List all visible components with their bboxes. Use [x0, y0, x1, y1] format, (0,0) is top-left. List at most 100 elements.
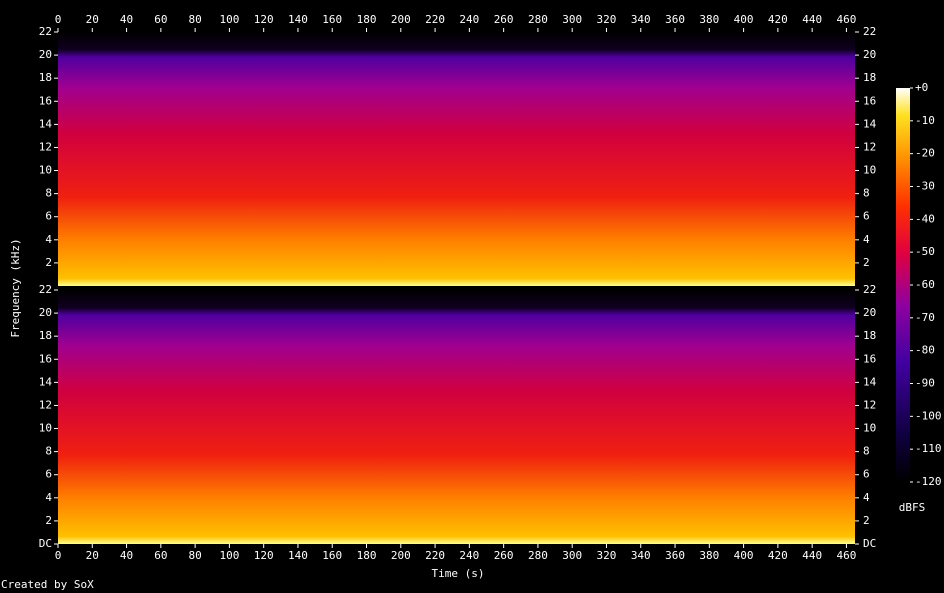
- x-tick-label-bottom: 60: [154, 549, 167, 562]
- y-tick-label-right: 8: [863, 187, 870, 200]
- y-tick-label-right: 2: [863, 256, 870, 269]
- x-tick-label-top: 140: [288, 13, 308, 26]
- x-tick-label-top: 380: [699, 13, 719, 26]
- y-tick-label-right: 12: [863, 140, 876, 153]
- x-tick-label-bottom: 20: [86, 549, 99, 562]
- y-tick-label-left: 10: [39, 164, 52, 177]
- y-axis-label: Frequency (kHz): [9, 238, 22, 337]
- x-axis-label: Time (s): [432, 567, 485, 580]
- y-tick-label-left: 4: [45, 233, 52, 246]
- x-tick-label-bottom: 360: [665, 549, 685, 562]
- x-tick-label-top: 80: [188, 13, 201, 26]
- y-tick-label-right: 2: [863, 514, 870, 527]
- x-tick-label-bottom: 180: [357, 549, 377, 562]
- colorbar-label: dBFS: [899, 501, 926, 514]
- colorbar-tick-label: -120: [915, 475, 942, 488]
- colorbar-tick-label: +0: [915, 81, 928, 94]
- colorbar-tick-label: -110: [915, 442, 942, 455]
- y-tick-label-left: 12: [39, 140, 52, 153]
- colorbar-tick-label: -90: [915, 377, 935, 390]
- x-tick-label-top: 240: [459, 13, 479, 26]
- x-tick-label-bottom: 120: [254, 549, 274, 562]
- x-tick-label-bottom: 460: [836, 549, 856, 562]
- y-tick-label-left: 6: [45, 468, 52, 481]
- y-tick-label-left: 20: [39, 306, 52, 319]
- x-tick-label-bottom: 260: [494, 549, 514, 562]
- y-tick-label-right: 16: [863, 352, 876, 365]
- y-tick-label-left: 20: [39, 48, 52, 61]
- x-tick-label-top: 200: [391, 13, 411, 26]
- colorbar-tick-label: -70: [915, 311, 935, 324]
- y-tick-label-right: 20: [863, 48, 876, 61]
- x-tick-label-top: 0: [55, 13, 62, 26]
- y-tick-label-left: 16: [39, 94, 52, 107]
- y-tick-label-left: 8: [45, 445, 52, 458]
- y-tick-label-left: 12: [39, 398, 52, 411]
- y-tick-label-right: 12: [863, 398, 876, 411]
- x-tick-label-bottom: 300: [562, 549, 582, 562]
- x-tick-label-top: 60: [154, 13, 167, 26]
- x-tick-label-top: 40: [120, 13, 133, 26]
- y-tick-label-right: 10: [863, 164, 876, 177]
- y-tick-label-left: 2: [45, 514, 52, 527]
- colorbar-tick-label: -50: [915, 245, 935, 258]
- y-tick-label-left: 4: [45, 491, 52, 504]
- x-tick-label-bottom: 320: [597, 549, 617, 562]
- colorbar: [896, 88, 910, 482]
- x-tick-label-top: 460: [836, 13, 856, 26]
- y-tick-label-right: DC: [863, 537, 876, 550]
- x-tick-label-bottom: 140: [288, 549, 308, 562]
- colorbar-tick-label: -20: [915, 147, 935, 160]
- x-tick-label-bottom: 420: [768, 549, 788, 562]
- x-tick-label-top: 300: [562, 13, 582, 26]
- x-tick-label-bottom: 0: [55, 549, 62, 562]
- y-tick-label-left: 16: [39, 352, 52, 365]
- x-tick-label-top: 260: [494, 13, 514, 26]
- x-tick-label-bottom: 280: [528, 549, 548, 562]
- x-tick-label-top: 100: [219, 13, 239, 26]
- y-tick-label-left: 8: [45, 187, 52, 200]
- y-tick-label-right: 20: [863, 306, 876, 319]
- spectrogram-channel-2: [58, 290, 855, 544]
- colorbar-tick-label: -30: [915, 180, 935, 193]
- x-tick-label-top: 20: [86, 13, 99, 26]
- x-tick-label-bottom: 80: [188, 549, 201, 562]
- y-tick-label-left: 6: [45, 210, 52, 223]
- y-tick-label-left: 18: [39, 329, 52, 342]
- colorbar-tick-label: -10: [915, 114, 935, 127]
- y-tick-label-right: 14: [863, 375, 877, 388]
- spectrogram-channel-1: [58, 32, 855, 286]
- y-tick-label-left: 18: [39, 71, 52, 84]
- x-tick-label-top: 320: [597, 13, 617, 26]
- x-tick-label-bottom: 440: [802, 549, 822, 562]
- x-tick-label-bottom: 240: [459, 549, 479, 562]
- y-tick-label-right: 8: [863, 445, 870, 458]
- x-tick-label-bottom: 400: [734, 549, 754, 562]
- y-tick-label-left: 14: [39, 117, 53, 130]
- x-tick-label-top: 340: [631, 13, 651, 26]
- colorbar-tick-label: -100: [915, 409, 942, 422]
- x-tick-label-bottom: 200: [391, 549, 411, 562]
- x-tick-label-bottom: 220: [425, 549, 445, 562]
- y-tick-label-right: 18: [863, 329, 876, 342]
- x-tick-label-bottom: 340: [631, 549, 651, 562]
- x-tick-label-top: 160: [322, 13, 342, 26]
- y-tick-label-left: 22: [39, 25, 52, 38]
- x-tick-label-bottom: 380: [699, 549, 719, 562]
- x-tick-label-top: 360: [665, 13, 685, 26]
- colorbar-tick-label: -60: [915, 278, 935, 291]
- y-tick-label-right: 6: [863, 468, 870, 481]
- colorbar-tick-label: -40: [915, 212, 935, 225]
- y-tick-label-left: DC: [39, 537, 52, 550]
- y-tick-label-right: 22: [863, 283, 876, 296]
- x-tick-label-top: 220: [425, 13, 445, 26]
- x-tick-label-top: 400: [734, 13, 754, 26]
- x-tick-label-top: 420: [768, 13, 788, 26]
- y-tick-label-right: 14: [863, 117, 877, 130]
- x-tick-label-bottom: 40: [120, 549, 133, 562]
- y-tick-label-right: 10: [863, 422, 876, 435]
- y-tick-label-left: 10: [39, 422, 52, 435]
- y-tick-label-right: 18: [863, 71, 876, 84]
- x-tick-label-top: 120: [254, 13, 274, 26]
